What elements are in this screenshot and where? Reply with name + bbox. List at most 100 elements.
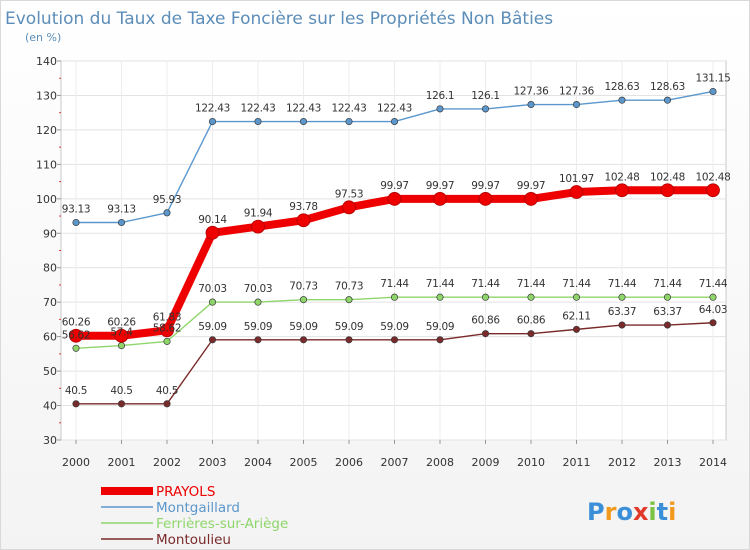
x-tick-label: 2005 <box>290 456 318 469</box>
legend: PRAYOLSMontgaillardFerrières-sur-AriègeM… <box>101 484 288 548</box>
data-label: 60.86 <box>517 315 546 327</box>
data-label: 70.03 <box>244 283 273 295</box>
data-point <box>163 209 171 217</box>
data-point <box>114 328 129 343</box>
data-label: 90.14 <box>198 214 227 226</box>
x-tick-label: 2003 <box>199 456 227 469</box>
y-tick-label: 80 <box>43 262 57 275</box>
data-point <box>436 336 444 344</box>
data-label: 99.97 <box>426 180 455 192</box>
data-label: 59.09 <box>198 321 227 333</box>
x-tick-label: 2000 <box>62 456 90 469</box>
data-label: 122.43 <box>377 103 412 115</box>
data-label: 59.09 <box>380 321 409 333</box>
data-point <box>251 219 265 234</box>
axes: 30 40 50 60 70 80 90 100 110 120 130 140 2000 2001 200… <box>36 55 727 469</box>
data-label: 71.44 <box>608 278 637 290</box>
data-point <box>524 192 538 206</box>
data-label: 70.73 <box>335 281 364 293</box>
data-label: 63.37 <box>653 306 682 318</box>
data-label: 99.97 <box>517 180 546 192</box>
data-label: 59.09 <box>244 321 273 333</box>
data-point <box>390 117 399 126</box>
y-tick-label: 30 <box>43 434 57 447</box>
y-tick-label: 60 <box>43 331 57 344</box>
data-label: 122.43 <box>195 103 230 115</box>
data-point <box>254 117 262 126</box>
x-tick-label: 2014 <box>699 456 727 469</box>
data-label: 131.15 <box>696 72 731 84</box>
data-label: 126.1 <box>471 90 500 102</box>
data-point <box>254 336 262 344</box>
data-point <box>663 96 672 104</box>
y-tick-label: 140 <box>36 55 57 68</box>
data-label: 93.13 <box>107 203 136 215</box>
data-label: 40.5 <box>65 385 87 397</box>
data-label: 40.5 <box>110 385 132 397</box>
data-label: 40.5 <box>156 385 178 397</box>
data-label: 99.97 <box>380 180 409 192</box>
x-tick-label: 2011 <box>563 456 591 469</box>
data-label: 126.1 <box>426 90 455 102</box>
data-point <box>160 323 174 338</box>
data-label: 127.36 <box>514 86 550 98</box>
x-tick-label: 2010 <box>517 456 545 469</box>
data-point <box>69 328 83 343</box>
logo-text: Proxiti <box>587 498 676 526</box>
legend-label: Montoulieu <box>156 532 231 548</box>
data-point <box>615 183 629 198</box>
x-tick-label: 2013 <box>654 456 682 469</box>
data-point <box>387 192 402 206</box>
data-label: 99.97 <box>471 180 500 192</box>
data-point <box>618 321 626 329</box>
data-label: 71.44 <box>562 278 591 290</box>
data-label: 59.09 <box>426 321 455 333</box>
data-point <box>163 400 171 408</box>
data-point <box>663 293 672 301</box>
data-point <box>205 225 220 240</box>
data-point <box>72 400 80 408</box>
data-label: 101.97 <box>559 173 594 185</box>
data-point <box>345 296 353 304</box>
data-point <box>72 218 80 227</box>
data-point <box>618 293 626 301</box>
y-tick-label: 130 <box>36 89 57 102</box>
chart-title: Evolution du Taux de Taxe Foncière sur l… <box>5 9 553 29</box>
data-point <box>709 293 717 301</box>
y-tick-label: 110 <box>36 158 57 171</box>
data-point <box>569 185 584 199</box>
data-label: 71.44 <box>380 278 409 290</box>
data-point <box>572 293 581 301</box>
data-point <box>663 321 672 329</box>
data-label: 57.4 <box>110 327 133 339</box>
data-label: 71.44 <box>471 278 500 290</box>
data-point <box>117 218 126 227</box>
data-label: 93.78 <box>289 201 318 213</box>
data-point <box>481 330 490 338</box>
data-label: 59.09 <box>289 321 318 333</box>
data-point <box>478 192 493 206</box>
data-point <box>709 87 717 96</box>
data-point <box>345 117 353 126</box>
data-point <box>481 105 490 113</box>
data-point <box>299 336 308 344</box>
data-label: 128.63 <box>650 81 685 93</box>
data-label: 122.43 <box>286 103 321 115</box>
x-tick-label: 2002 <box>153 456 181 469</box>
data-point <box>208 117 217 126</box>
series-0 <box>69 183 720 343</box>
data-point <box>433 192 447 206</box>
data-point <box>390 336 399 344</box>
data-point <box>572 325 581 333</box>
data-point <box>709 319 717 327</box>
x-tick-label: 2007 <box>381 456 409 469</box>
data-label: 95.93 <box>153 194 182 206</box>
x-tick-label: 2008 <box>426 456 454 469</box>
series-3 <box>72 319 717 408</box>
data-label: 71.44 <box>699 278 728 290</box>
proxiti-logo: Proxiti <box>587 498 676 526</box>
data-label: 102.48 <box>696 171 731 183</box>
data-label: 70.03 <box>198 283 227 295</box>
